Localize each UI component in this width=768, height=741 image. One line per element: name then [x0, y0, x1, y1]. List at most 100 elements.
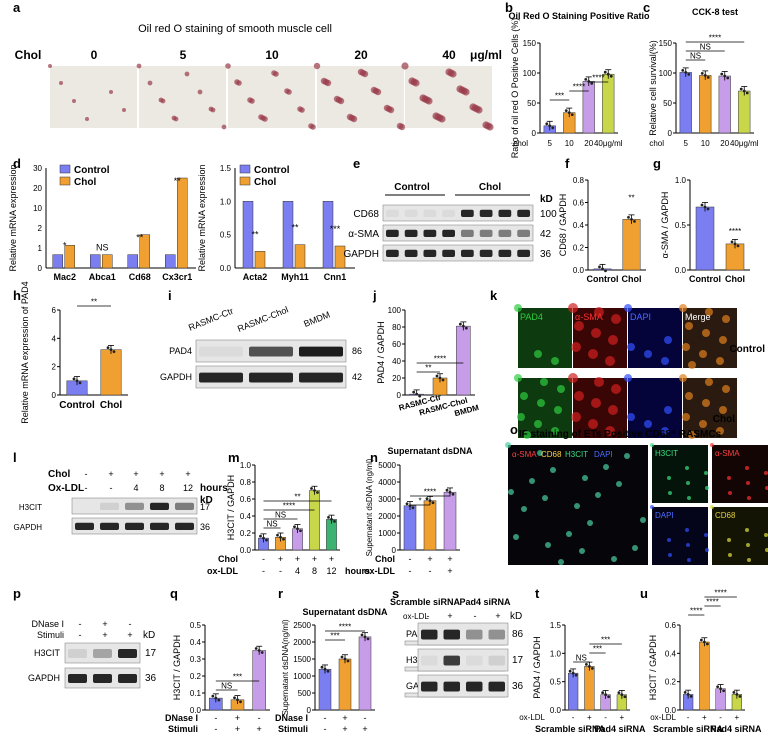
panel-letter-t: t — [535, 586, 540, 601]
panel-k-micrograph-feature — [682, 413, 690, 421]
panel-a-micrograph-feature — [48, 64, 52, 68]
panel-k-micrograph-feature — [557, 385, 565, 393]
panel-s-blot-strip — [417, 648, 509, 672]
panel-q-datapoint — [211, 694, 215, 698]
panel-m-ytick-label: 1.0 — [240, 461, 252, 470]
panel-e-blot-band — [517, 209, 530, 217]
panel-m-ytick-label: 0.8 — [240, 478, 252, 487]
panel-j-ytick-label: 100 — [388, 306, 402, 315]
panel-r-sig-label: *** — [330, 632, 339, 641]
panel-u-datapoint — [683, 691, 687, 694]
panel-q-sig-label: *** — [233, 673, 242, 682]
panel-a-micrograph-feature — [136, 63, 142, 69]
panel-t-sig-label: NS — [576, 654, 587, 663]
panel-a-micrograph-feature — [456, 85, 464, 93]
panel-k-micrograph-feature — [537, 399, 545, 407]
panel-q-ytick-label: 0.3 — [190, 655, 202, 664]
panel-e-blot-strip — [382, 224, 534, 242]
panel-q-ytick-label: 0.0 — [190, 706, 202, 715]
panel-c-bar — [738, 90, 751, 134]
panel-p-band-label: H3CIT — [34, 648, 61, 658]
panel-p-dnase-sign: - — [79, 619, 82, 629]
panel-a-micrograph-feature — [419, 94, 427, 102]
panel-l-oxldl-sign: 8 — [159, 483, 164, 493]
panel-e-blot-band — [386, 249, 399, 257]
panel-c-datapoint — [700, 72, 704, 75]
panel-a-micrograph — [317, 66, 404, 128]
panel-c-datapoint — [745, 91, 749, 95]
panel-q-ytick-label: 0.1 — [190, 689, 202, 698]
panel-a-dose-label: 10 — [265, 48, 279, 62]
panel-i-lane-label: BMDM — [302, 309, 331, 329]
panel-t-sig-label: *** — [593, 645, 602, 654]
panel-l-oxldl-sign: 12 — [183, 483, 193, 493]
panel-e-band-label: CD68 — [353, 209, 379, 220]
panel-h-datapoint — [72, 377, 76, 381]
panel-m-datapoint — [333, 520, 336, 523]
panel-k-micrograph-feature — [554, 406, 562, 414]
panel-e-blot-band — [404, 249, 418, 257]
panel-d-ytick-label: 1.0 — [220, 197, 232, 206]
panel-a-micrograph-feature — [184, 71, 190, 77]
panel-t-group-label: Pad4 siRNA — [594, 724, 646, 734]
panel-b-datapoint — [584, 78, 588, 81]
panel-n-datapoint — [451, 492, 455, 496]
panel-e-blot-band — [498, 249, 512, 257]
panel-m-datapoint — [262, 536, 265, 540]
panel-l-band-label: H3CIT — [19, 503, 42, 512]
panel-a-micrograph-feature — [432, 112, 440, 120]
panel-m-datapoint — [313, 489, 316, 492]
panel-o-small-micrograph-feature — [746, 543, 750, 547]
panel-letter-s: s — [392, 586, 399, 601]
panel-n-ytick-label: 3000 — [378, 495, 396, 504]
panel-b-datapoint — [567, 111, 571, 114]
panel-r-stimuli-sign: + — [342, 724, 347, 734]
panel-o-main-micrograph-feature — [545, 542, 551, 548]
panel-letter-e: e — [353, 156, 360, 171]
panel-m-chol-sign: + — [312, 554, 317, 564]
panel-d-ytick-label: 10 — [33, 204, 42, 213]
panel-f-sig-label: ** — [628, 193, 634, 202]
panel-n-title: Supernatant dsDNA — [387, 446, 473, 456]
panel-p-stimuli-sign: - — [79, 630, 82, 640]
panel-e-kd-value: 36 — [540, 249, 552, 260]
panel-r-ylabel: Supernatant dsDNA(ng/ml) — [281, 619, 290, 715]
panel-o-small-micrograph-feature — [667, 538, 671, 542]
panel-d-bar — [102, 254, 113, 269]
panel-k-micrograph-feature — [664, 406, 672, 414]
panel-k-micrograph-feature — [685, 322, 693, 330]
panel-k-micrograph-feature — [608, 335, 618, 345]
panel-k-micrograph-feature — [571, 342, 581, 352]
panel-j-datapoint — [418, 394, 422, 398]
panel-g-sig-label: **** — [729, 227, 741, 236]
panel-k-micrograph-feature — [627, 413, 635, 421]
panel-a-micrograph-feature — [469, 103, 477, 111]
panel-o-small-micrograph-feature — [746, 481, 750, 485]
panel-k-col-label: DAPI — [630, 312, 651, 322]
panel-r-stimuli-sign: + — [362, 724, 367, 734]
panel-m-datapoint — [299, 529, 302, 533]
panel-l-oxldl-sign: - — [85, 483, 88, 493]
panel-d-sig-label: ** — [291, 223, 299, 233]
panel-a-unit: μg/ml — [470, 48, 502, 62]
panel-b-ytick-label: 100 — [523, 69, 537, 78]
panel-b-title: Oil Red O Staining Positive Ratio — [508, 11, 650, 21]
panel-o-small-micrograph-feature — [685, 528, 689, 532]
panel-f-xtick-label: Chol — [622, 274, 642, 284]
panel-d-legend-label: Control — [254, 165, 290, 176]
panel-l-oxldl-sign: 4 — [133, 483, 138, 493]
panel-q-row-label: Stimuli — [168, 724, 198, 734]
panel-r-datapoint — [323, 667, 327, 671]
panel-s-kd-value: 86 — [512, 629, 524, 640]
panel-o-small-micrograph-feature — [747, 558, 751, 562]
panel-g-xtick-label: Chol — [725, 274, 745, 284]
panel-o-main-micrograph-feature — [537, 450, 543, 456]
panel-i-blot-band — [299, 346, 343, 357]
panel-o-main-micrograph-feature — [595, 492, 601, 498]
panel-c-datapoint — [726, 76, 730, 80]
panel-k-micrograph-feature — [611, 314, 621, 324]
panel-r-row-label: Stimuli — [278, 724, 308, 734]
panel-n-bar — [403, 505, 417, 551]
panel-o-main-micrograph-feature — [632, 545, 638, 551]
panel-e-blot-band — [386, 209, 399, 217]
